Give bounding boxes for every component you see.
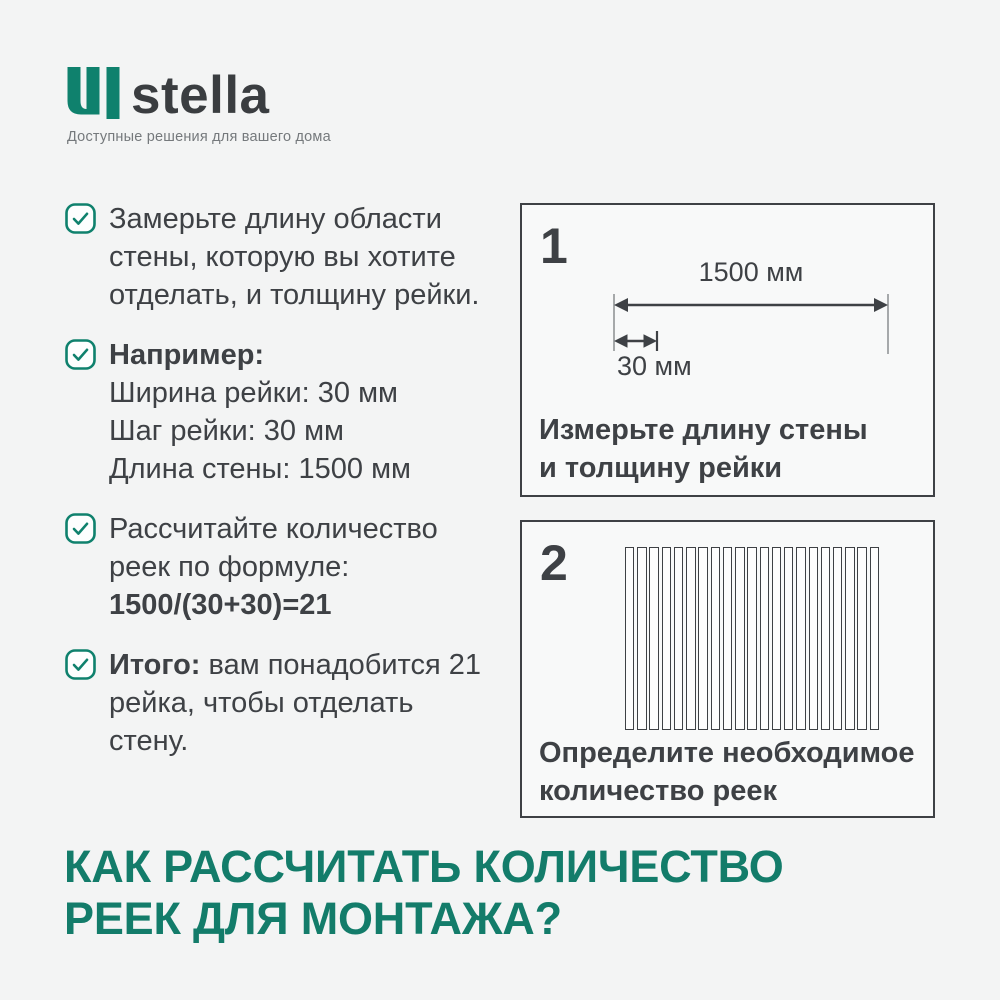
slat-width-label: 30 мм bbox=[617, 351, 692, 381]
checklist-item-calculate: Рассчитайте количество реек по формуле: … bbox=[65, 510, 490, 624]
logo-tagline: Доступные решения для вашего дома bbox=[67, 129, 331, 145]
checkmark-icon bbox=[65, 339, 96, 370]
total-title: Итого: bbox=[109, 649, 201, 681]
slat bbox=[784, 547, 794, 730]
wall-length-label: 1500 мм bbox=[698, 257, 804, 287]
step-box-count: 2 Определите необходимое количество реек bbox=[520, 520, 935, 818]
slat bbox=[857, 547, 867, 730]
spec-row-slat-width: Ширина рейки: 30 мм bbox=[109, 377, 398, 409]
step-caption: Определите необходимое количество реек bbox=[539, 737, 915, 807]
checkmark-icon bbox=[65, 513, 96, 544]
slat bbox=[808, 547, 818, 730]
slat bbox=[820, 547, 831, 730]
formula: 1500/(30+30)=21 bbox=[109, 589, 332, 621]
stella-bars-icon bbox=[67, 67, 120, 119]
checklist-item-measure: Замерьте длину области стены, которую вы… bbox=[65, 200, 490, 314]
main-heading: КАК РАССЧИТАТЬ КОЛИЧЕСТВО РЕЕК ДЛЯ МОНТА… bbox=[64, 841, 964, 945]
main-heading-line2: РЕЕК ДЛЯ МОНТАЖА? bbox=[64, 893, 562, 944]
slat bbox=[845, 547, 855, 730]
checkmark-icon bbox=[65, 203, 96, 234]
checklist-item-text: Итого: вам понадобится 21 рейка, чтобы о… bbox=[109, 646, 490, 760]
slat bbox=[698, 547, 708, 730]
slat bbox=[673, 547, 684, 730]
slat bbox=[869, 547, 880, 730]
checklist-item-text: Замерьте длину области стены, которую вы… bbox=[109, 203, 480, 311]
checklist: Замерьте длину области стены, которую вы… bbox=[65, 200, 490, 782]
checkmark-icon bbox=[65, 649, 96, 680]
spec-row-wall-length: Длина стены: 1500 мм bbox=[109, 453, 411, 485]
logo: stella Доступные решения для вашего дома bbox=[67, 67, 331, 145]
checklist-item-example: Например: Ширина рейки: 30 мм Шаг рейки:… bbox=[65, 336, 490, 488]
step-number: 2 bbox=[540, 535, 568, 591]
slat bbox=[722, 547, 733, 730]
slat bbox=[735, 547, 745, 730]
calculate-text: Рассчитайте количество реек по формуле: bbox=[109, 513, 438, 583]
slat bbox=[771, 547, 782, 730]
checklist-item-text: Например: Ширина рейки: 30 мм Шаг рейки:… bbox=[109, 336, 411, 488]
slat bbox=[710, 547, 721, 730]
checklist-item-text: Рассчитайте количество реек по формуле: … bbox=[109, 510, 490, 624]
slat bbox=[625, 547, 635, 730]
step-caption: Измерьте длину стены и толщину рейки bbox=[539, 414, 868, 484]
step-box-measure: 1 1500 мм 30 мм Измерьте длину стены и т… bbox=[520, 203, 935, 497]
slat bbox=[661, 547, 672, 730]
slat bbox=[832, 547, 843, 730]
spec-row-slat-step: Шаг рейки: 30 мм bbox=[109, 415, 344, 447]
step-number: 1 bbox=[540, 218, 568, 274]
example-title: Например: bbox=[109, 339, 265, 371]
slat bbox=[637, 547, 647, 730]
dimension-arrows-diagram bbox=[613, 294, 889, 354]
slat bbox=[649, 547, 659, 730]
slat bbox=[796, 547, 806, 730]
total-text: вам понадобится 21 рейка, чтобы отделать… bbox=[109, 649, 482, 757]
slats-pattern bbox=[625, 547, 880, 730]
main-heading-line1: КАК РАССЧИТАТЬ КОЛИЧЕСТВО bbox=[64, 841, 784, 892]
slat bbox=[747, 547, 757, 730]
brand-name: stella bbox=[131, 66, 270, 125]
slat bbox=[759, 547, 770, 730]
slat bbox=[686, 547, 696, 730]
checklist-item-total: Итого: вам понадобится 21 рейка, чтобы о… bbox=[65, 646, 490, 760]
logo-row: stella bbox=[67, 66, 331, 125]
